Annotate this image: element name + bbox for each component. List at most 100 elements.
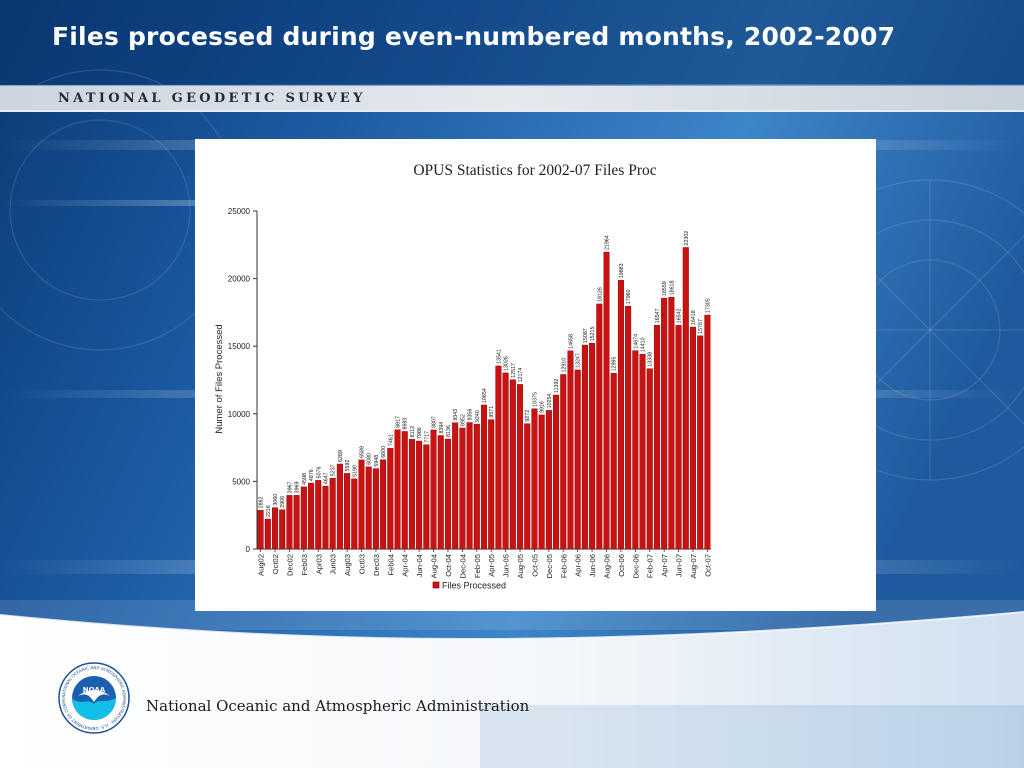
y-axis-label: Numer of Files Processed	[214, 324, 225, 433]
bar	[567, 350, 574, 550]
x-tick-label: Apr03	[314, 554, 323, 574]
bar	[589, 343, 596, 550]
data-label: 6289	[338, 450, 344, 462]
data-label: 5237	[331, 464, 337, 476]
bar	[632, 350, 639, 550]
y-tick-label: 5000	[232, 477, 250, 486]
x-tick-label: Feb03	[300, 554, 309, 576]
bar	[401, 431, 408, 550]
data-label: 7461	[388, 434, 394, 446]
data-label: 10654	[482, 388, 488, 403]
data-label: 2216	[266, 505, 272, 517]
data-label: 8394	[439, 422, 445, 434]
bar	[603, 251, 610, 550]
bar	[473, 423, 480, 550]
data-label: 13541	[496, 349, 502, 364]
data-label: 8807	[432, 416, 438, 428]
bar	[394, 429, 401, 550]
chart-legend: Files Processed	[432, 581, 506, 591]
data-label: 17305	[705, 298, 711, 313]
data-label: 9343	[453, 409, 459, 421]
bar	[315, 480, 322, 550]
bar	[502, 372, 509, 550]
data-label: 5592	[345, 460, 351, 472]
y-tick-label: 20000	[228, 275, 251, 284]
data-label: 15087	[583, 328, 589, 343]
x-tick-label: Aug-05	[516, 554, 525, 579]
bar	[538, 414, 545, 550]
data-label: 8952	[460, 414, 466, 426]
slide-title: Files processed during even-numbered mon…	[52, 22, 896, 51]
data-label: 11392	[554, 379, 560, 393]
data-label: 9571	[489, 406, 495, 418]
x-tick-label: Dec-04	[458, 554, 467, 578]
data-label: 3967	[287, 482, 293, 494]
x-tick-label: Jun-07	[675, 554, 684, 577]
legend-swatch	[432, 581, 440, 589]
data-label: 22302	[684, 231, 690, 246]
data-label: 13338	[648, 352, 654, 367]
bar	[257, 510, 264, 550]
data-label: 14674	[633, 334, 639, 349]
data-label: 21964	[605, 235, 611, 250]
data-label: 7717	[424, 431, 430, 443]
data-label: 9240	[475, 410, 481, 422]
data-label: 2862	[259, 496, 265, 508]
data-label: 3969	[295, 482, 301, 494]
bar	[365, 466, 372, 550]
bar	[358, 459, 365, 550]
bar	[264, 518, 271, 550]
bar	[668, 297, 675, 550]
x-tick-label: Apr-07	[660, 554, 669, 577]
bar	[480, 404, 488, 550]
bar	[545, 410, 552, 550]
x-tick-labels: Aug02 Oct02 Dec02 Feb03 Apr03 Jun03 Aug03 Oct03…	[257, 549, 712, 579]
x-tick-label: Feb04	[386, 554, 395, 576]
data-label: 9356	[468, 409, 474, 421]
bar	[459, 427, 466, 550]
x-tick-label: Dec02	[285, 554, 294, 576]
bar	[689, 326, 696, 550]
y-tick-label: 15000	[228, 342, 251, 351]
data-label: 12910	[561, 358, 567, 373]
x-tick-label: Aug03	[343, 554, 352, 576]
bar	[466, 422, 473, 550]
data-label: 5190	[352, 465, 358, 477]
bar	[300, 486, 307, 550]
x-tick-label: Feb-05	[473, 554, 482, 578]
x-tick-label: Feb-07	[646, 554, 655, 578]
data-label: 8693	[403, 418, 409, 430]
data-label: 19883	[619, 263, 625, 278]
x-tick-label: Jun-06	[588, 554, 597, 577]
data-label: 16547	[655, 309, 661, 324]
data-label: 4647	[323, 472, 329, 484]
x-tick-label: Apr-06	[574, 554, 583, 577]
bar	[639, 353, 646, 550]
y-tick-label: 0	[246, 545, 251, 554]
x-tick-label: Aug-06	[603, 554, 612, 579]
data-label: 8112	[410, 426, 416, 437]
bar	[517, 384, 524, 550]
x-tick-label: Dec03	[372, 554, 381, 576]
data-label: 12174	[518, 368, 524, 383]
agency-name: National Oceanic and Atmospheric Adminis…	[146, 697, 530, 715]
x-tick-label: Aug-07	[689, 554, 698, 579]
data-label: 3060	[273, 494, 279, 506]
data-label: 6589	[359, 446, 365, 458]
x-tick-label: Apr-04	[401, 554, 410, 577]
bar	[286, 495, 293, 550]
data-label: 9272	[525, 410, 531, 422]
x-tick-label: Oct03	[357, 554, 366, 574]
bar	[452, 422, 459, 550]
noaa-seal-logo: NATIONAL OCEANIC AND ATMOSPHERIC ADMINIS…	[58, 662, 130, 734]
seal-noaa-text: NOAA	[83, 686, 106, 694]
x-tick-label: Feb-06	[559, 554, 568, 578]
bar	[617, 279, 624, 550]
x-tick-label: Dec-05	[545, 554, 554, 578]
data-label: 2906	[280, 496, 286, 508]
bar	[430, 429, 437, 550]
x-tick-label: Jun-04	[415, 554, 424, 577]
data-label: 12517	[511, 363, 517, 378]
data-label: 18126	[597, 287, 603, 302]
data-label: 14410	[641, 337, 647, 352]
